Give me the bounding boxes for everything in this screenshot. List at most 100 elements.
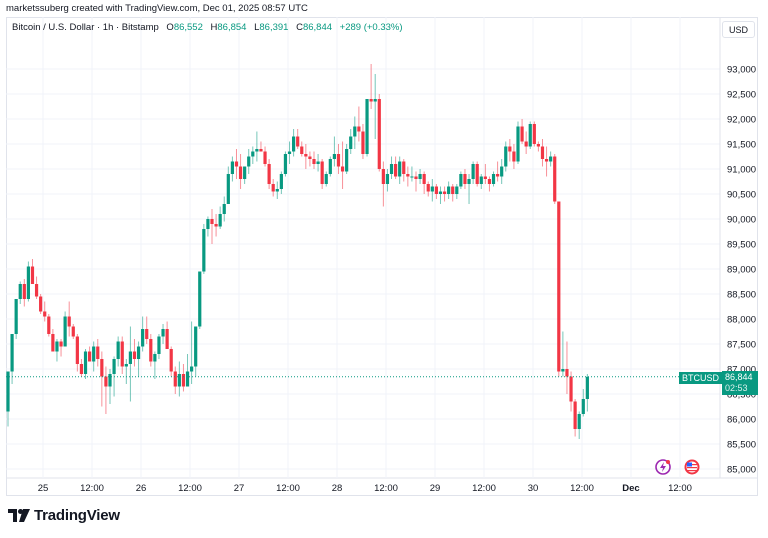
candle [353,126,357,137]
time-tick-label: 29 [430,483,441,494]
candle [128,351,132,364]
candle [287,151,292,154]
candle [320,161,324,184]
candle [234,161,239,167]
candle [161,329,165,337]
candle [88,351,92,362]
price-tick-label: 87,000 [727,365,756,376]
candle [394,164,398,177]
symbol-description: Bitcoin / U.S. Dollar · 1h · Bitstamp [12,22,159,33]
candle [577,414,581,429]
candle [508,146,512,152]
currency-button[interactable]: USD [722,21,755,38]
time-tick-label: 12:00 [80,483,104,494]
candle [210,219,214,224]
time-tick-label: 12:00 [570,483,594,494]
candle [442,191,447,194]
candle [414,176,418,179]
candle [426,184,430,192]
price-tick-label: 86,000 [727,415,756,426]
price-tick-label: 90,500 [727,190,756,201]
candle [165,329,169,349]
candle [169,349,173,372]
candle [136,346,141,359]
candle [283,154,288,174]
price-tick-label: 88,000 [727,315,756,326]
candle [463,174,467,184]
candle [532,124,536,144]
candle [100,359,104,377]
open-label: O [166,22,174,33]
tradingview-logo[interactable]: TradingView [8,507,120,524]
price-tick-label: 91,000 [727,165,756,176]
time-tick-label: 12:00 [374,483,398,494]
candle [520,126,524,142]
last-price-value: 86,844 [725,372,753,382]
candle [308,156,312,159]
candle [222,204,226,214]
logo-text: TradingView [34,507,120,524]
ohlc-legend: Bitcoin / U.S. Dollar · 1h · Bitstamp O8… [12,22,403,33]
candle [292,136,296,152]
candle [51,334,55,352]
candle [312,159,316,164]
candle [153,354,157,362]
lightning-event-icon[interactable] [655,459,671,475]
candle [271,184,275,192]
candle [238,166,243,179]
candle [385,174,390,184]
time-tick-label: 28 [332,483,343,494]
candle [410,176,414,178]
candle [104,376,108,387]
candle [194,326,198,367]
candle [259,149,263,152]
candle [296,136,300,147]
close-label: C [296,22,303,33]
candle [381,169,385,184]
candle [202,229,206,272]
candle [39,296,43,312]
candle [345,149,349,172]
candle [447,186,451,194]
price-tick-label: 89,000 [727,265,756,276]
time-tick-label: 25 [38,483,49,494]
candle [34,284,39,297]
time-tick-label: 27 [234,483,245,494]
candle [332,154,336,159]
time-tick-label: 30 [528,483,539,494]
us-flag-event-icon[interactable] [684,459,700,475]
candle [471,164,475,179]
time-axis[interactable]: 25 12:00 26 12:00 27 12:00 28 12:00 29 12:00 30 12:… [38,483,692,494]
candle [157,336,161,354]
candle [422,174,426,184]
candle [47,316,51,334]
candle [198,271,202,327]
candle [173,371,177,387]
candle [83,351,88,374]
candle [79,364,84,374]
candle [549,156,553,162]
price-axis[interactable]: 85,000 85,500 86,000 86,500 87,000 87,500 88,0… [727,65,756,476]
candle [528,124,532,147]
candle [14,299,18,334]
candle [434,186,438,194]
change-value: +289 (+0.33%) [339,22,403,33]
candle [500,166,504,177]
candle [22,284,26,299]
candle [316,161,320,164]
candle [6,371,10,412]
candle [536,144,540,147]
candle [483,176,487,179]
time-tick-label: Dec [622,483,639,494]
candle [230,161,234,174]
candle [361,131,365,154]
candle [304,154,308,157]
candle [218,214,222,227]
price-tick-label: 87,500 [727,340,756,351]
low-label: L [254,22,260,33]
candle [10,334,14,372]
price-tick-label: 85,500 [727,440,756,451]
grid-lines [6,17,758,479]
candle [226,174,230,204]
